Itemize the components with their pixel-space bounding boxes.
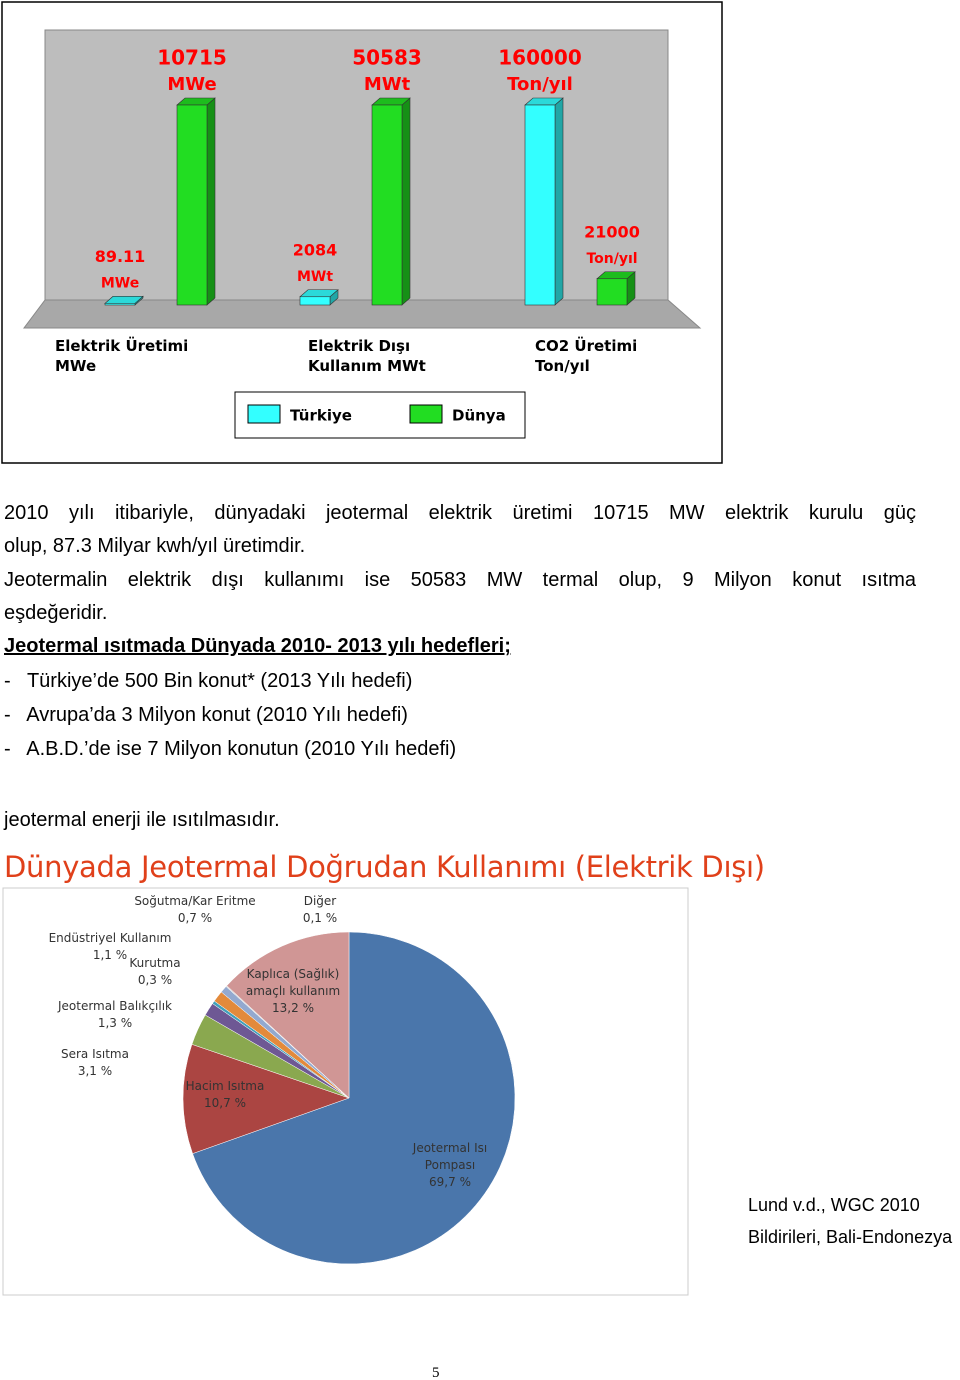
list-item: - Türkiye’de 500 Bin konut* (2013 Yılı h… <box>4 670 413 692</box>
slice-name: Hacim Isıtma <box>185 1079 265 1093</box>
slice-name: Jeotermal Balıkçılık <box>57 999 173 1013</box>
bar <box>299 296 331 306</box>
slice-name: Kurutma <box>129 956 181 970</box>
value-label: 2084 <box>293 240 338 259</box>
bar-side <box>401 97 411 306</box>
bar <box>596 278 628 306</box>
value-unit: MWt <box>364 74 411 95</box>
slice-value: 1,1 % <box>92 948 128 962</box>
legend-swatch <box>247 404 281 424</box>
source: Lund v.d., WGC 2010 <box>748 1195 920 1215</box>
text-line: Jeotermalin elektrik dışı kullanımı ise … <box>4 569 916 591</box>
legend-swatch <box>409 404 443 424</box>
floor <box>23 299 702 329</box>
slice-label: Kurutma 0,3 % <box>110 955 200 989</box>
bar-side <box>206 97 216 306</box>
slice-label: Soğutma/Kar Eritme 0,7 % <box>120 893 270 927</box>
slice-value: 13,2 % <box>272 1001 314 1015</box>
slice-value: 0,3 % <box>137 973 173 987</box>
slice-name: Jeotermal Isı Pompası <box>412 1141 488 1172</box>
category-label: CO2 Üretimi Ton/yıl <box>535 337 638 375</box>
text-line: jeotermal enerji ile ısıtılmasıdır. <box>4 809 280 831</box>
slice-value: 0,1 % <box>302 911 338 925</box>
pie-chart <box>2 887 689 1296</box>
slice-name: Diğer <box>303 894 337 908</box>
slice-label: Endüstriyel Kullanım 1,1 % <box>40 930 180 964</box>
value-unit: MWt <box>297 269 333 285</box>
bar-chart: 89.11 MWe 10715 MWe 2084 MWt 50583 MWt 160000 Ton… <box>1 1 723 464</box>
value-unit: MWe <box>167 74 216 95</box>
slice-value: 3,1 % <box>77 1064 113 1078</box>
text-line: eşdeğeridir. <box>4 602 108 624</box>
value-label: 21000 <box>584 222 640 241</box>
heading: Jeotermal ısıtmada Dünyada 2010- 2013 yı… <box>4 635 511 657</box>
value-unit: MWe <box>101 275 139 291</box>
pie-slice <box>192 931 516 1265</box>
slice-name: Soğutma/Kar Eritme <box>134 894 256 908</box>
value-label: 89.11 <box>95 247 146 266</box>
slice-value: 69,7 % <box>429 1175 471 1189</box>
slice-label: Diğer 0,1 % <box>290 893 350 927</box>
slice-label: Sera Isıtma 3,1 % <box>50 1046 140 1080</box>
legend-label: Türkiye <box>290 407 352 425</box>
category-label: Elektrik Dışı Kullanım MWt <box>308 337 426 375</box>
slice-label: Jeotermal Isı Pompası 69,7 % <box>405 1140 495 1191</box>
bar <box>104 303 136 306</box>
slice-label: Kaplıca (Sağlık) amaçlı kullanım 13,2 % <box>238 966 348 1017</box>
value-unit: Ton/yıl <box>586 251 637 267</box>
slice-value: 10,7 % <box>204 1096 246 1110</box>
slice-value: 0,7 % <box>177 911 213 925</box>
pie-slice <box>226 931 350 1099</box>
legend-box <box>234 391 526 439</box>
slice-name: Sera Isıtma <box>61 1047 129 1061</box>
pie-title: Dünyada Jeotermal Doğrudan Kullanımı (El… <box>4 850 765 884</box>
value-label: 10715 <box>157 46 227 70</box>
list-item: - Avrupa’da 3 Milyon konut (2010 Yılı he… <box>4 704 408 726</box>
source: Bildirileri, Bali-Endonezya <box>748 1227 953 1247</box>
slice-label: Hacim Isıtma 10,7 % <box>175 1078 275 1112</box>
slice-name: Endüstriyel Kullanım <box>48 931 172 945</box>
slice-name: Kaplıca (Sağlık) amaçlı kullanım <box>245 967 341 998</box>
slice-value: 1,3 % <box>97 1016 133 1030</box>
value-unit: Ton/yıl <box>507 74 573 95</box>
bar-side <box>554 97 564 306</box>
category-label: Elektrik Üretimi MWe <box>55 337 189 375</box>
page-number: 5 <box>432 1365 440 1380</box>
bar <box>176 104 208 306</box>
legend-label: Dünya <box>452 407 506 425</box>
bar <box>371 104 403 306</box>
text-line: 2010 yılı itibariyle, dünyadaki jeoterma… <box>4 502 916 524</box>
value-label: 160000 <box>498 46 582 70</box>
bar <box>524 104 556 306</box>
list-item: - A.B.D.’de ise 7 Milyon konutun (2010 Y… <box>4 738 457 760</box>
value-label: 50583 <box>352 46 422 70</box>
slice-label: Jeotermal Balıkçılık 1,3 % <box>50 998 180 1032</box>
pie-slice <box>182 1044 350 1154</box>
text-line: olup, 87.3 Milyar kwh/yıl üretimdir. <box>4 535 306 557</box>
